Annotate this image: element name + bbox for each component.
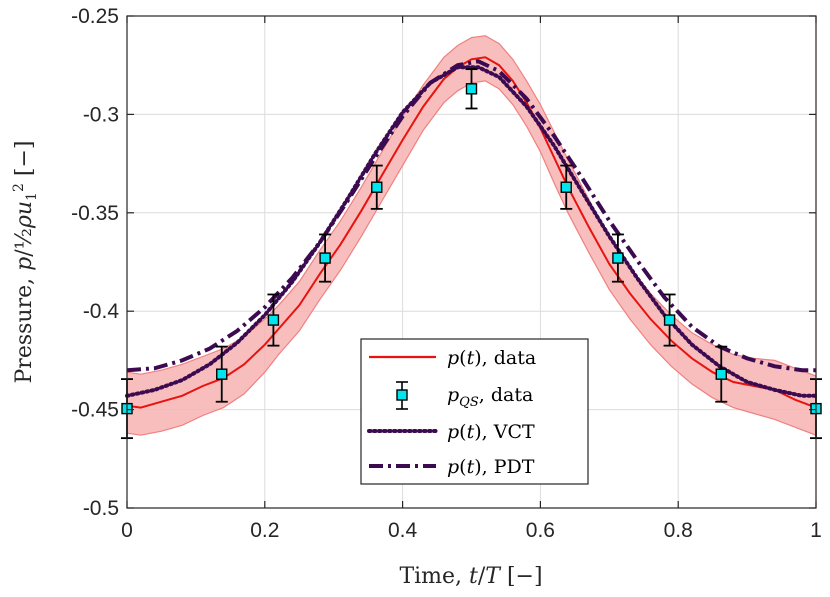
grid bbox=[127, 16, 816, 508]
x-tick-label: 0 bbox=[121, 519, 133, 542]
qs-data-point bbox=[267, 293, 280, 347]
qs-data-point bbox=[465, 68, 478, 110]
x-tick-label: 0.2 bbox=[250, 519, 279, 542]
y-tick-label: -0.5 bbox=[83, 497, 119, 520]
series-line-pdt bbox=[126, 59, 816, 373]
marker-layer bbox=[121, 68, 822, 440]
qs-marker bbox=[612, 252, 624, 264]
qs-marker bbox=[216, 368, 228, 380]
y-tick-label: -0.25 bbox=[71, 5, 119, 28]
series-line-data bbox=[126, 56, 817, 409]
qs-data-point bbox=[715, 345, 728, 403]
legend-box bbox=[360, 338, 589, 485]
qs-marker bbox=[465, 83, 478, 95]
legend-label-pdt: p(t), PDT bbox=[447, 456, 535, 478]
legend-label-qs: pQS, data bbox=[447, 384, 533, 410]
qs-marker bbox=[267, 314, 280, 326]
y-axis-label: Pressure, p/½ρu12 [−] bbox=[11, 140, 40, 383]
x-tick-label: 0.8 bbox=[664, 519, 693, 542]
x-tick-label: 0.4 bbox=[388, 519, 418, 542]
qs-marker bbox=[371, 181, 383, 193]
qs-marker bbox=[319, 252, 331, 264]
qs-marker bbox=[663, 314, 676, 326]
y-tick-label: -0.35 bbox=[71, 202, 119, 225]
y-tick-label: -0.4 bbox=[83, 300, 120, 323]
qs-data-point bbox=[611, 233, 624, 283]
qs-marker bbox=[560, 181, 572, 193]
legend-label-data: p(t), data bbox=[447, 347, 536, 369]
qs-marker bbox=[715, 368, 727, 380]
legend: p(t), data pQS, data p(t), VCT p(t), PDT bbox=[360, 338, 589, 485]
x-tick-label: 1 bbox=[810, 519, 822, 542]
y-tick-label: -0.3 bbox=[83, 103, 119, 126]
series-layer bbox=[125, 56, 818, 409]
tick-layer: 0 0.2 0.4 0.6 0.8 1 -0.5 -0.45 -0.4 -0.35 -0.3 -0.2… bbox=[71, 5, 822, 542]
x-axis-label: Time, t/T [−] bbox=[399, 564, 542, 589]
plot-area-frame bbox=[126, 15, 817, 509]
qs-data-point bbox=[215, 345, 228, 403]
qs-data-point bbox=[319, 233, 332, 283]
qs-data-point bbox=[560, 164, 573, 210]
y-tick-label: -0.45 bbox=[71, 399, 119, 422]
legend-label-vct: p(t), VCT bbox=[447, 421, 535, 443]
qs-data-point bbox=[663, 293, 676, 347]
series-line-vct bbox=[125, 65, 818, 398]
x-tick-label: 0.6 bbox=[526, 519, 555, 542]
qs-data-point bbox=[370, 164, 383, 210]
legend-swatch-qs bbox=[396, 381, 408, 410]
